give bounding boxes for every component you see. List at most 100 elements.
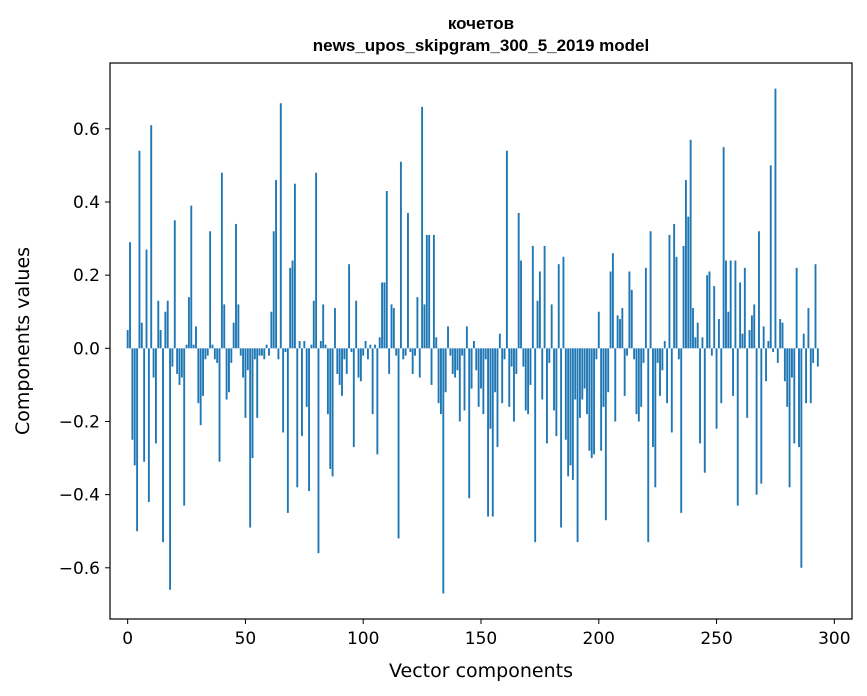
bar-174 — [536, 300, 539, 349]
bar-34 — [206, 348, 209, 356]
bar-170 — [527, 348, 530, 415]
bar-90 — [338, 348, 341, 385]
bar-200 — [597, 311, 600, 349]
bar-63 — [275, 180, 278, 349]
bar-47 — [237, 304, 240, 349]
bar-163 — [510, 348, 513, 367]
bar-195 — [586, 348, 588, 415]
bar-81 — [317, 348, 320, 554]
bar-109 — [383, 282, 386, 349]
bar-98 — [357, 348, 360, 378]
x-tick-label-5: 250 — [700, 629, 732, 649]
bar-22 — [178, 348, 181, 385]
bar-0 — [126, 330, 129, 349]
bar-76 — [305, 348, 308, 407]
bar-193 — [581, 348, 584, 400]
bar-235 — [680, 348, 683, 513]
bar-38 — [216, 348, 219, 363]
bar-207 — [614, 348, 617, 422]
bar-43 — [228, 348, 230, 393]
bar-124 — [418, 348, 421, 378]
y-tick-label-0: −0.6 — [59, 559, 100, 579]
bar-59 — [265, 344, 268, 349]
bar-285 — [798, 348, 800, 448]
bar-117 — [402, 348, 405, 360]
bar-267 — [755, 348, 758, 495]
bar-177 — [543, 245, 546, 349]
bar-111 — [388, 348, 391, 374]
bar-20 — [173, 220, 176, 349]
bar-112 — [390, 304, 393, 349]
bar-227 — [661, 348, 664, 371]
bar-65 — [279, 103, 282, 349]
y-tick-label-5: 0.4 — [73, 193, 100, 213]
bar-265 — [750, 315, 753, 349]
bar-158 — [498, 333, 501, 349]
bar-66 — [282, 348, 285, 433]
bar-120 — [409, 348, 412, 352]
bar-6 — [140, 322, 143, 349]
bar-161 — [505, 150, 508, 349]
bar-236 — [682, 245, 685, 349]
bar-242 — [696, 322, 699, 349]
bar-61 — [270, 311, 273, 349]
bar-213 — [628, 271, 631, 349]
bar-87 — [331, 348, 334, 477]
bar-135 — [444, 348, 447, 393]
chart-title-line-1: кочетов — [448, 14, 514, 33]
bar-128 — [428, 234, 431, 349]
bar-189 — [571, 348, 574, 480]
bar-21 — [176, 348, 179, 374]
bar-266 — [753, 304, 756, 349]
bar-49 — [242, 348, 245, 378]
bar-145 — [468, 348, 471, 499]
bar-141 — [458, 348, 461, 422]
bar-39 — [218, 348, 221, 462]
bar-88 — [334, 308, 336, 349]
bar-201 — [600, 348, 603, 451]
bar-215 — [633, 348, 636, 360]
bar-23 — [180, 348, 183, 378]
bar-80 — [315, 172, 318, 349]
bar-99 — [359, 348, 362, 382]
bar-5 — [138, 150, 141, 349]
bar-7 — [143, 348, 146, 462]
bar-286 — [800, 348, 803, 568]
x-tick-label-6: 300 — [818, 629, 850, 649]
bar-256 — [729, 260, 732, 349]
bar-198 — [593, 348, 596, 455]
bar-74 — [301, 348, 303, 437]
bar-205 — [609, 271, 612, 349]
bar-187 — [567, 348, 570, 477]
bar-216 — [635, 348, 638, 415]
bar-15 — [162, 348, 164, 543]
bar-270 — [762, 326, 765, 349]
bar-291 — [812, 348, 815, 363]
y-axis-ticks: −0.6 −0.4 −0.2 0.0 0.2 0.4 0.6 — [59, 120, 110, 579]
bar-271 — [765, 348, 767, 382]
x-axis-ticks: 0 50 100 150 200 250 300 — [122, 619, 851, 649]
bar-231 — [670, 348, 673, 433]
x-tick-label-1: 50 — [235, 629, 257, 649]
bar-268 — [758, 231, 760, 349]
bar-45 — [232, 322, 235, 349]
bar-3 — [133, 348, 136, 466]
bar-284 — [795, 267, 798, 349]
x-tick-label-3: 150 — [465, 629, 497, 649]
bar-175 — [538, 271, 541, 349]
bar-225 — [656, 348, 659, 363]
bar-275 — [774, 88, 777, 349]
bar-229 — [666, 348, 669, 404]
bar-10 — [150, 125, 153, 349]
bar-230 — [668, 234, 671, 349]
bar-144 — [465, 326, 468, 349]
bar-258 — [734, 260, 737, 349]
bar-86 — [329, 348, 332, 470]
bar-254 — [725, 260, 727, 349]
bar-191 — [576, 348, 579, 543]
bar-132 — [437, 348, 440, 404]
bar-42 — [225, 348, 228, 400]
y-tick-label-2: −0.2 — [59, 412, 100, 432]
x-tick-label-4: 200 — [583, 629, 615, 649]
bar-287 — [802, 333, 805, 349]
